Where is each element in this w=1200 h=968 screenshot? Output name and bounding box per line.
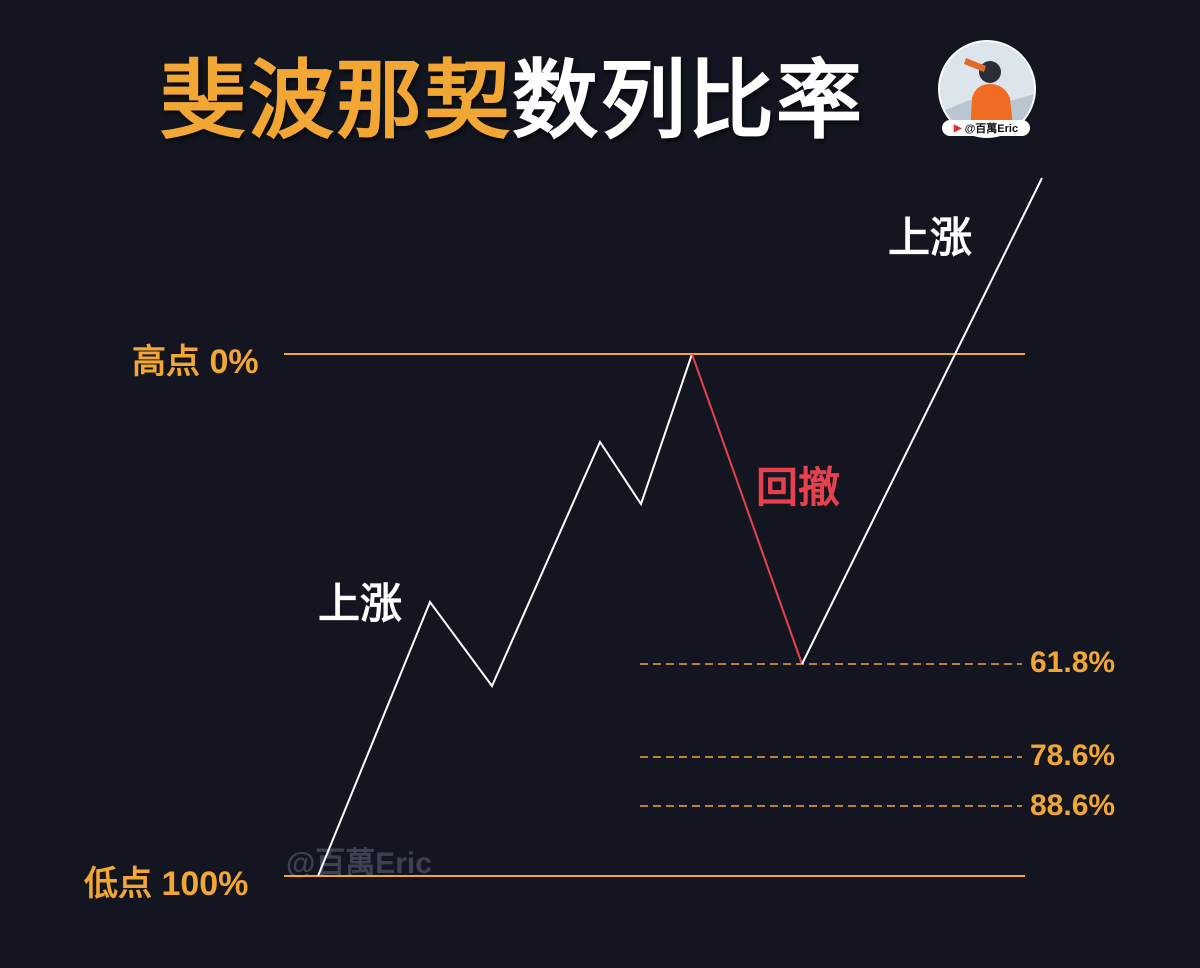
rise-label-right: 上涨 — [888, 214, 973, 261]
retracement-path — [691, 353, 803, 665]
avatar-handle-text: @百萬Eric — [964, 123, 1019, 135]
rise-label-left: 上涨 — [318, 580, 403, 627]
continuation-path — [801, 177, 1043, 665]
watermark: @百萬Eric — [286, 847, 432, 880]
fib-886-label: 88.6% — [1030, 789, 1116, 822]
title-part-1: 斐波那契 — [160, 50, 512, 151]
low-point-label: 低点 100% — [84, 865, 249, 903]
title-part-2: 数列比率 — [512, 50, 864, 151]
retrace-label: 回撤 — [756, 464, 841, 511]
page-title: 斐波那契数列比率 — [160, 30, 864, 155]
video-icon: ▶ — [953, 122, 962, 134]
fib-618-label: 61.8% — [1030, 646, 1116, 679]
high-point-label: 高点 0% — [132, 343, 259, 381]
avatar-handle: ▶ @百萬Eric — [942, 120, 1030, 136]
fib-786-label: 78.6% — [1030, 739, 1116, 772]
uptrend-path — [317, 353, 693, 877]
